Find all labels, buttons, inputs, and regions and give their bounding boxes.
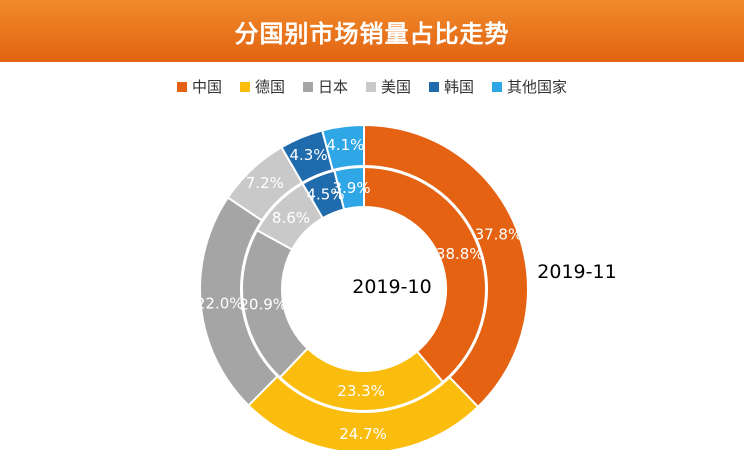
legend-swatch-usa xyxy=(366,81,376,92)
inner-ring xyxy=(241,165,487,412)
outer-ring-label: 2019-11 xyxy=(537,261,616,283)
legend-label-germany: 德国 xyxy=(254,78,285,96)
outer-ring xyxy=(199,123,529,450)
legend-swatch-japan xyxy=(302,81,313,92)
legend-item-japan: 日本 xyxy=(302,76,348,97)
inner-slice-china xyxy=(363,165,487,384)
inner-label-usa: 8.6% xyxy=(272,209,310,227)
outer-label-japan: 22.0% xyxy=(196,294,244,312)
outer-label-others: 4.1% xyxy=(326,136,364,154)
inner-label-others: 3.9% xyxy=(332,179,370,197)
legend-item-china: 中国 xyxy=(176,76,222,97)
outer-label-usa: 7.2% xyxy=(246,174,284,192)
inner-slice-others xyxy=(333,165,365,211)
inner-label-china: 38.8% xyxy=(436,245,484,263)
legend-swatch-germany xyxy=(239,81,250,92)
title-bar: 分国别市场销量占比走势 xyxy=(0,0,744,62)
outer-label-germany: 24.7% xyxy=(339,425,387,443)
legend-item-usa: 美国 xyxy=(366,76,411,97)
legend-label-others: 其他国家 xyxy=(507,78,568,96)
slice-labels: 38.8% 23.3% 20.9% 8.6% 4.5%3.9% 37.8% 24.7% 22.… xyxy=(196,136,522,443)
outer-label-china: 37.8% xyxy=(475,226,523,244)
inner-label-germany: 23.3% xyxy=(337,382,385,400)
legend-label-japan: 日本 xyxy=(317,78,348,96)
chart-title: 分国别市场销量占比走势 xyxy=(234,19,510,48)
legend-item-others: 其他国家 xyxy=(492,76,567,97)
legend-swatch-others xyxy=(492,81,503,92)
legend-label-korea: 韩国 xyxy=(444,78,475,96)
legend-swatch-korea xyxy=(429,81,440,92)
legend-label-china: 中国 xyxy=(191,78,222,96)
legend-label-usa: 美国 xyxy=(381,78,412,96)
legend-item-germany: 德国 xyxy=(239,76,285,97)
legend-swatch-china xyxy=(176,81,187,92)
inner-label-korea: 4.5% xyxy=(307,186,345,204)
inner-ring-label: 2019-10 xyxy=(352,276,431,298)
legend-item-korea: 韩国 xyxy=(429,76,474,97)
legend: 中国 德国 日本 美国 韩国 其他国家 xyxy=(0,76,744,97)
inner-label-japan: 20.9% xyxy=(239,296,287,314)
outer-label-korea: 4.3% xyxy=(290,146,328,164)
